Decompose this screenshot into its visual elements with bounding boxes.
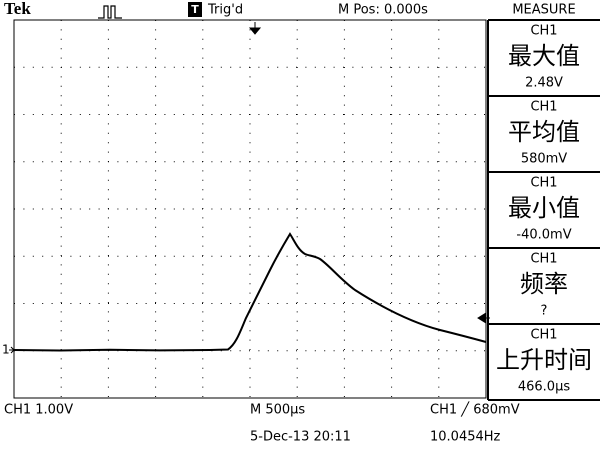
graticule-border — [13, 19, 487, 399]
trigger-status: Trig'd — [207, 3, 243, 18]
measure-channel: CH1 — [530, 252, 557, 267]
panel-title: MEASURE — [512, 3, 575, 18]
measure-label: 最大值 — [508, 42, 580, 70]
measure-value: 2.48V — [525, 76, 563, 91]
trigger-frequency: 10.0454Hz — [430, 430, 501, 445]
measure-panel: CH1 最大值 2.48V CH1 平均值 580mV CH1 最小值 -40.0mV CH1 频率… — [487, 19, 600, 401]
ch1-waveform — [13, 232, 487, 352]
measure-label: 最小值 — [508, 194, 580, 222]
date-time: 5-Dec-13 20:11 — [250, 430, 351, 445]
time-scale: M 500µs — [250, 403, 305, 418]
measure-label: 上升时间 — [496, 346, 592, 374]
brand: Tek — [4, 0, 31, 18]
measure-label: 频率 — [520, 270, 568, 298]
position: M Pos: 0.000s — [338, 3, 428, 18]
measure-channel: CH1 — [530, 100, 557, 115]
measure-channel: CH1 — [530, 176, 557, 191]
measure-channel: CH1 — [530, 24, 557, 39]
trigger-position-marker — [248, 22, 262, 35]
measure-channel: CH1 — [530, 328, 557, 343]
ch1-ground-marker: 1 — [2, 343, 10, 357]
measure-value: ? — [541, 304, 548, 319]
pulse-icon — [98, 5, 122, 19]
measure-value: 466.0µs — [518, 380, 570, 395]
trigger-box — [188, 2, 202, 17]
measure-label: 平均值 — [508, 118, 580, 146]
channel-scale: CH1 1.00V — [4, 403, 73, 418]
trigger-box-label: T — [191, 3, 199, 16]
measure-value: -40.0mV — [516, 228, 571, 243]
measure-value: 580mV — [521, 152, 567, 167]
trigger-setting: CH1 ╱ 680mV — [430, 401, 520, 418]
